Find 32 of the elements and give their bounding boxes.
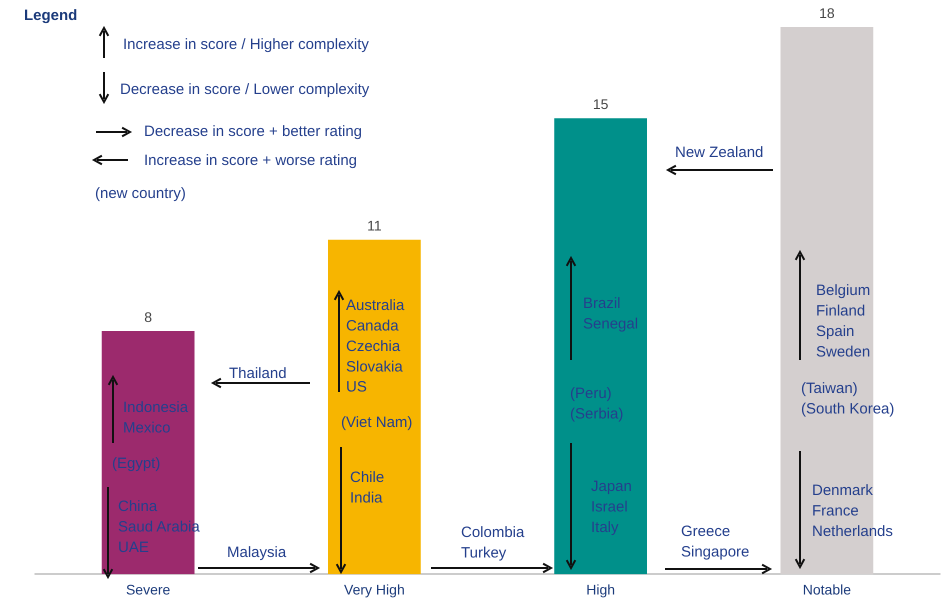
data-label: 15 (592, 96, 609, 112)
x-tick-label: Notable (802, 581, 852, 598)
annotation: Chile India (350, 469, 384, 507)
annotation: Australia Canada Czechia Slovakia US (346, 297, 406, 396)
annotation: (Taiwan) (South Korea) (801, 380, 894, 418)
annotation: Increase in score + worse rating (144, 152, 358, 170)
bar (328, 240, 421, 574)
annotation: Decrease in score + better rating (144, 123, 362, 140)
x-tick-label: Very High (344, 581, 405, 598)
annotation: Greece Singapore (681, 523, 750, 561)
annotation: Decrease in score / Lower complexity (120, 81, 370, 98)
annotation: New Zealand (675, 144, 764, 162)
annotation: Thailand (229, 365, 287, 382)
annotation: Malaysia (227, 544, 287, 562)
annotation: Japan Israel Italy (591, 478, 632, 536)
annotation: Indonesia Mexico (123, 399, 189, 437)
data-label: 11 (367, 218, 382, 234)
annotation: (Egypt) (112, 455, 160, 472)
x-tick-label: High (586, 581, 616, 598)
annotation: Brazil Senegal (583, 295, 638, 333)
data-label: 18 (819, 4, 835, 21)
annotation: Belgium Finland Spain Sweden (816, 282, 870, 360)
annotation: Denmark France Netherlands (812, 482, 893, 540)
data-label: 8 (144, 308, 152, 325)
x-tick-label: Severe (126, 581, 171, 598)
annotation: (Peru) (Serbia) (570, 385, 624, 423)
annotation: Colombia Turkey (461, 524, 526, 562)
annotation: (Viet Nam) (341, 414, 412, 432)
annotation: (new country) (95, 185, 186, 202)
annotation: Increase in score / Higher complexity (123, 36, 370, 54)
bar (554, 118, 648, 574)
legend-title: Legend (24, 7, 78, 24)
